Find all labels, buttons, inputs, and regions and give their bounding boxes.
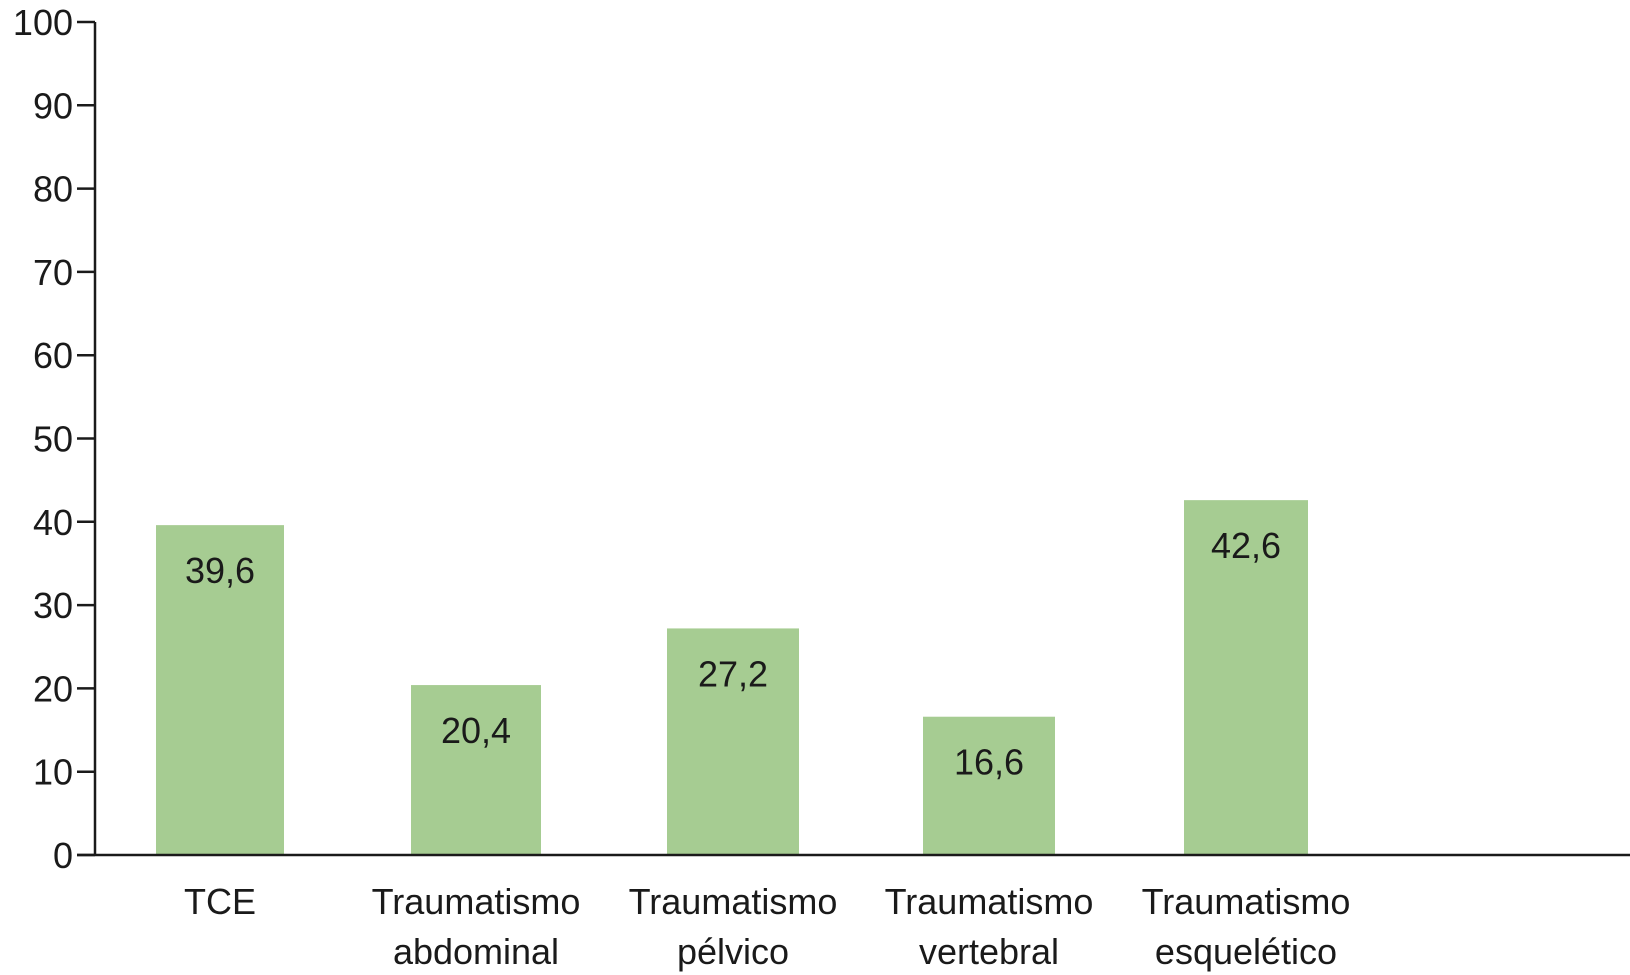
- value-label-3: 16,6: [954, 742, 1024, 783]
- bar-1: [411, 685, 541, 855]
- y-tick-label-8: 80: [33, 169, 73, 210]
- category-label-2-line-1: pélvico: [677, 931, 789, 972]
- y-tick-label-6: 60: [33, 335, 73, 376]
- value-label-2: 27,2: [698, 653, 768, 694]
- category-label-3-line-1: vertebral: [919, 931, 1059, 972]
- y-tick-label-10: 100: [13, 2, 73, 43]
- y-tick-label-0: 0: [53, 835, 73, 876]
- category-label-1-line-1: abdominal: [393, 931, 559, 972]
- value-label-1: 20,4: [441, 710, 511, 751]
- y-tick-label-5: 50: [33, 419, 73, 460]
- y-tick-label-9: 90: [33, 85, 73, 126]
- category-label-1-line-0: Traumatismo: [372, 881, 581, 922]
- bar-0: [156, 525, 284, 855]
- y-tick-label-4: 40: [33, 502, 73, 543]
- category-label-2-line-0: Traumatismo: [629, 881, 838, 922]
- category-label-0-line-0: TCE: [184, 881, 256, 922]
- y-tick-label-1: 10: [33, 752, 73, 793]
- value-label-0: 39,6: [185, 550, 255, 591]
- labels-layer: 39,6 20,4 27,2 16,6 42,6 0 10 20 30 40 50 60 70 80 90 1…: [13, 2, 1350, 972]
- axes-layer: [77, 20, 1630, 857]
- category-label-3-line-0: Traumatismo: [885, 881, 1094, 922]
- y-tick-label-3: 30: [33, 585, 73, 626]
- y-tick-label-7: 70: [33, 252, 73, 293]
- bar-2: [667, 628, 799, 855]
- y-tick-label-2: 20: [33, 668, 73, 709]
- category-label-4-line-1: esquelético: [1155, 931, 1337, 972]
- bar-3: [923, 716, 1055, 855]
- bar-4: [1184, 500, 1308, 855]
- bars-layer: [156, 500, 1308, 855]
- value-label-4: 42,6: [1211, 525, 1281, 566]
- category-label-4-line-0: Traumatismo: [1142, 881, 1351, 922]
